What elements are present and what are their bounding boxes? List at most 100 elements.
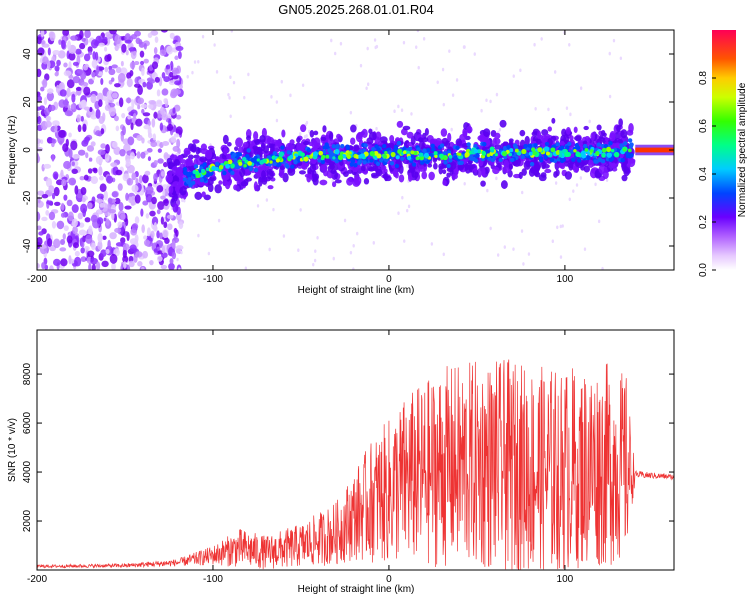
spectrogram-noise-speck [68, 132, 72, 138]
spectrogram-signal-core [422, 148, 427, 153]
spectrogram-faint-speck [533, 42, 536, 47]
spectrogram-noise-speck [121, 113, 126, 119]
spectrogram-noise-speck [66, 87, 71, 98]
spectrogram-signal-blob [544, 168, 552, 174]
spectrogram-faint-speck [244, 266, 248, 270]
spectrogram-noise-speck [81, 37, 86, 42]
spectrogram-noise-speck [138, 175, 143, 184]
spectrogram-noise-speck [100, 128, 105, 135]
spectrogram-signal-blob [580, 165, 586, 171]
spectrogram-signal-blob [598, 164, 606, 175]
spectrogram-noise-speck [107, 197, 113, 204]
spectrogram-faint-speck [256, 204, 260, 208]
spectrogram-noise-speck [51, 138, 57, 144]
spectrogram-peak-dot [337, 154, 344, 161]
spectrogram-noise-speck [165, 64, 171, 70]
spectrogram-noise-speck [72, 75, 81, 84]
spectrogram-noise-speck [105, 218, 110, 226]
spectrogram-noise-speck [123, 261, 127, 269]
spectrogram-signal-core [369, 158, 374, 163]
spectrogram-noise-speck [79, 175, 85, 181]
spectrogram-faint-speck [583, 247, 587, 251]
spectrogram-noise-speck [80, 203, 88, 214]
spectrogram-peak-dot [509, 148, 514, 153]
spectrogram-noise-speck [171, 240, 176, 249]
spectrogram-noise-speck [43, 97, 48, 106]
spectrogram-signal-core [466, 142, 471, 147]
spectrogram-signal-blob [499, 119, 507, 128]
spectrogram-noise-speck [54, 124, 58, 133]
spectrogram-noise-speck [58, 99, 66, 108]
spectrogram-signal-core [272, 151, 278, 156]
spectrogram-noise-speck [115, 169, 123, 176]
spectrogram-signal-core [487, 156, 492, 161]
spectrogram-noise-speck [170, 136, 177, 143]
spectrogram-signal-core [577, 158, 582, 163]
spectrogram-noise-speck [114, 227, 122, 233]
spectrogram-signal-core [594, 159, 600, 164]
spectrogram-signal-core [544, 141, 550, 147]
spectrogram-signal-blob [626, 129, 634, 136]
spectrogram-peak-dot [601, 147, 607, 153]
spectrogram-signal-blob [309, 129, 315, 138]
spectrogram-signal-core [439, 143, 445, 148]
spectrogram-faint-speck [289, 93, 292, 98]
spectrogram-faint-speck [547, 107, 550, 112]
spectrogram-signal-blob [221, 173, 229, 181]
spectrogram-noise-speck [54, 71, 59, 77]
spectrogram-signal-blob [518, 171, 523, 180]
spectrogram-faint-speck [441, 67, 445, 72]
spectrogram-noise-speck [79, 30, 84, 40]
spectrogram-peak-dot [230, 163, 235, 168]
spectrogram-faint-speck [406, 208, 409, 213]
spectrogram-peak-dot [559, 150, 563, 154]
spectrogram-faint-speck [579, 176, 583, 180]
spectrogram-signal-core [520, 154, 525, 160]
spectrogram-signal-core [475, 153, 480, 158]
spectrogram-signal-blob [467, 160, 473, 165]
spectrogram-signal-blob [578, 161, 587, 167]
spectrogram-signal-blob [192, 139, 200, 144]
spectrogram-signal-blob [239, 168, 246, 178]
spectrogram-x-tick-label: 100 [557, 274, 574, 285]
spectrogram-noise-speck [103, 190, 108, 201]
spectrogram-signal-blob [375, 168, 383, 177]
spectrogram-signal-core [596, 142, 601, 147]
snr-panel: -200 -100 0 100 2000 4000 6000 8000 Height of … [7, 329, 675, 595]
spectrogram-noise-speck [48, 211, 56, 221]
spectrogram-faint-speck [270, 95, 273, 99]
spectrogram-faint-speck [333, 51, 337, 56]
spectrogram-signal-blob [334, 179, 342, 184]
spectrogram-faint-speck [343, 218, 347, 223]
spectrogram-y-label: Frequency (Hz) [7, 116, 18, 185]
spectrogram-signal-core [375, 161, 381, 167]
spectrogram-signal-core [392, 148, 397, 153]
spectrogram-faint-speck [540, 37, 543, 41]
spectrogram-signal-core [571, 157, 576, 162]
spectrogram-noise-speck [48, 185, 55, 193]
spectrogram-noise-speck [96, 217, 104, 225]
spectrogram-noise-speck [135, 251, 143, 258]
spectrogram-noise-speck [73, 242, 80, 249]
spectrogram-peak-dot [465, 149, 470, 153]
spectrogram-signal-blob [222, 134, 229, 145]
spectrogram-noise-speck [81, 197, 86, 203]
spectrogram-tail-peak [635, 147, 674, 153]
spectrogram-signal-blob [258, 176, 263, 187]
spectrogram-peak-dot [247, 161, 252, 166]
spectrogram-faint-speck [554, 181, 558, 185]
spectrogram-noise-speck [157, 158, 164, 164]
spectrogram-faint-speck [568, 197, 571, 202]
spectrogram-faint-speck [415, 45, 418, 49]
spectrogram-peak-dot [502, 151, 508, 157]
spectrogram-signal-blob [492, 166, 500, 175]
spectrogram-signal-blob [483, 128, 491, 137]
spectrogram-faint-speck [448, 49, 451, 53]
spectrogram-signal-blob [253, 181, 258, 192]
spectrogram-noise-speck [174, 80, 182, 86]
spectrogram-noise-speck [98, 99, 103, 107]
spectrogram-noise-speck [66, 235, 73, 244]
spectrogram-faint-speck [422, 37, 426, 41]
spectrogram-faint-speck [312, 262, 315, 267]
spectrogram-faint-speck [316, 235, 319, 240]
